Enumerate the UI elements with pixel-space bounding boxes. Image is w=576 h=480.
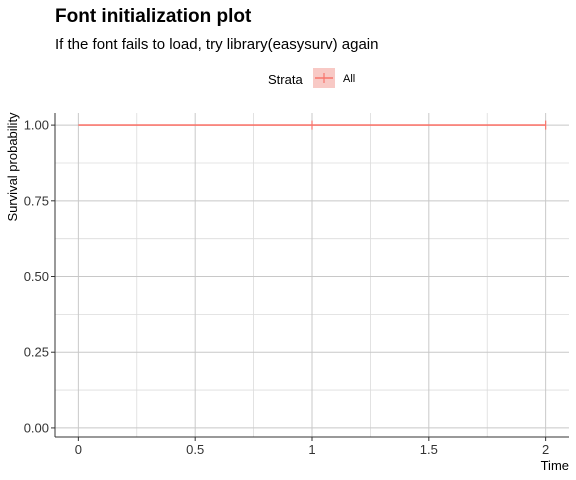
x-axis-title: Time xyxy=(541,458,569,473)
chart-subtitle: If the font fails to load, try library(e… xyxy=(55,36,378,53)
y-tick-label: 0.50 xyxy=(24,269,49,284)
legend-label-all: All xyxy=(343,73,355,85)
x-tick-label: 1.5 xyxy=(420,442,438,457)
legend-title: Strata xyxy=(268,72,303,87)
chart-title: Font initialization plot xyxy=(55,6,252,27)
legend: Strata All xyxy=(268,68,355,88)
x-tick-label: 2 xyxy=(542,442,549,457)
y-tick-label: 0.25 xyxy=(24,345,49,360)
y-axis-title: Survival probability xyxy=(5,112,20,222)
y-tick-label: 0.75 xyxy=(24,193,49,208)
plot-area: 0.00 0.25 0.50 0.75 1.00 0 0.5 1 1.5 2 xyxy=(24,113,569,457)
x-tick-label: 1 xyxy=(308,442,315,457)
y-tick-label: 0.00 xyxy=(24,420,49,435)
y-tick-label: 1.00 xyxy=(24,118,49,133)
x-tick-label: 0 xyxy=(75,442,82,457)
x-tick-label: 0.5 xyxy=(186,442,204,457)
